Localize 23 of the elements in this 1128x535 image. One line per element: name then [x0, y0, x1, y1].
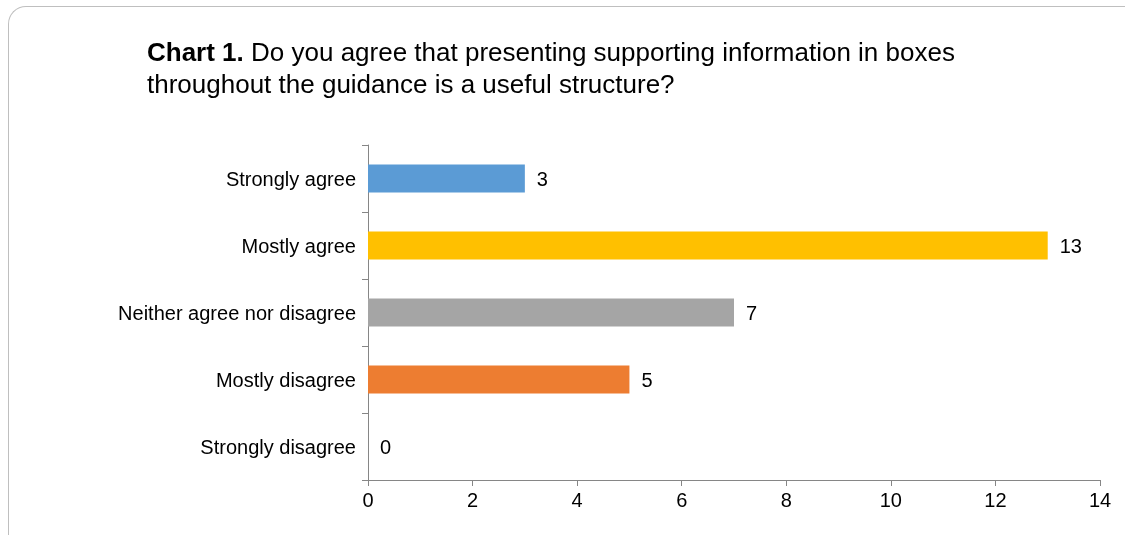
bar	[368, 298, 734, 327]
x-tick-label: 4	[571, 489, 583, 511]
y-tick-label: Mostly agree	[241, 234, 356, 257]
y-tick-label: Strongly disagree	[200, 435, 356, 458]
chart-title: Chart 1. Do you agree that presenting supporting information in boxes throughout the guidance is a useful structure?	[147, 37, 955, 99]
data-label: 3	[536, 167, 548, 190]
x-tick-label: 12	[984, 489, 1007, 511]
x-tick-label: 6	[676, 489, 688, 511]
x-tick-label: 0	[362, 489, 374, 511]
y-tick-label: Neither agree nor disagree	[118, 301, 356, 324]
bar	[368, 231, 1048, 260]
x-tick-label: 10	[879, 489, 902, 511]
y-tick-label: Strongly agree	[225, 167, 356, 190]
y-tick-label: Mostly disagree	[215, 368, 356, 391]
data-label: 7	[746, 301, 758, 324]
bar	[368, 164, 525, 193]
x-tick-label: 2	[467, 489, 479, 511]
data-label: 5	[641, 368, 653, 391]
data-label: 13	[1059, 234, 1082, 257]
x-tick-label: 8	[780, 489, 792, 511]
x-tick-label: 14	[1088, 489, 1112, 511]
data-label: 0	[380, 435, 392, 458]
bar	[368, 365, 630, 394]
